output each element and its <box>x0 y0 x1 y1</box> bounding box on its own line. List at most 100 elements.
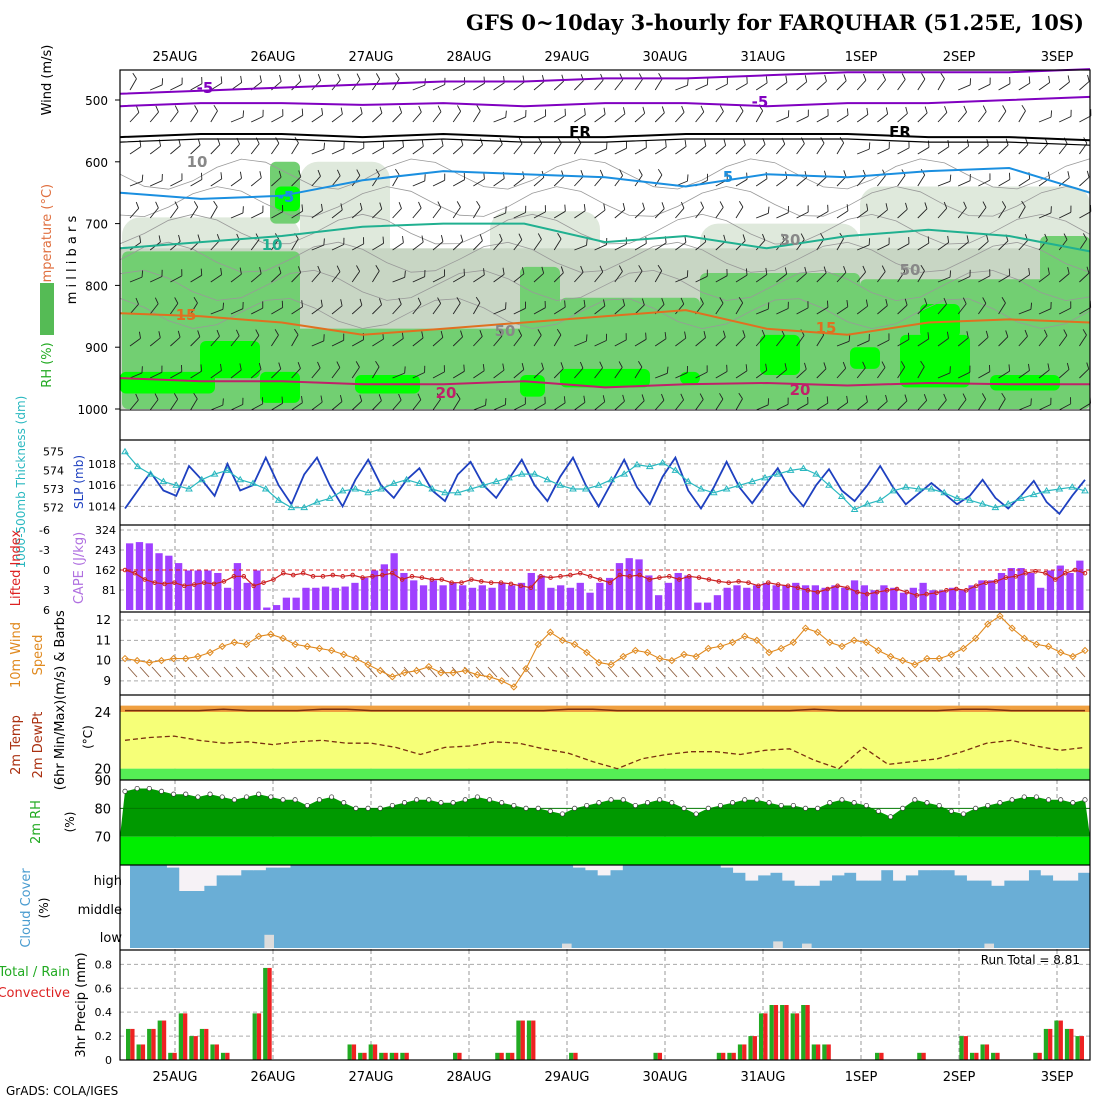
wind-speed-point <box>425 662 433 671</box>
wind-barb <box>230 363 242 379</box>
rh-point <box>377 805 383 811</box>
wind-barb-staff <box>210 178 222 187</box>
wind-barb-flag <box>1008 364 1011 372</box>
wind-barb-flag <box>417 393 422 400</box>
wind-barb-flag <box>545 109 547 117</box>
wind-speed-point <box>254 632 263 641</box>
wind-barb <box>856 107 869 123</box>
wind-barb-flag <box>441 139 444 146</box>
wind-barb-flag <box>920 360 925 367</box>
wind-barb-flag <box>323 334 325 341</box>
wind-barb <box>756 398 770 411</box>
wind-barb-flag <box>222 302 225 310</box>
wind-barb <box>695 201 705 219</box>
wind-barb-flag <box>1021 104 1026 112</box>
rh-point <box>766 800 772 806</box>
wind-barb-flag <box>1067 267 1070 274</box>
wind-barb-flag <box>456 393 461 400</box>
wind-barb-staff <box>392 242 404 251</box>
wind-barb <box>493 110 507 123</box>
li-point <box>469 577 474 582</box>
cape-bar <box>625 558 633 610</box>
li-point <box>983 580 989 585</box>
li-point <box>389 570 395 576</box>
wind-barb <box>493 206 507 219</box>
wind-barb-flag <box>398 202 402 209</box>
rh-bright-area <box>200 341 260 379</box>
wind-barb-staff <box>392 78 400 91</box>
wind-barb-staff <box>1038 404 1051 411</box>
wind-ylabel-group: 10m Wind Speed (m/s) & Barbs <box>9 610 68 700</box>
wind-barb-staff <box>776 335 785 347</box>
wind-barb <box>170 77 183 91</box>
cape-bar <box>1076 560 1084 610</box>
high-cloud-gap <box>757 865 771 876</box>
wind-barb-staff <box>715 207 724 219</box>
wind-barb-staff <box>574 176 584 187</box>
precip-convective-bar <box>520 1020 525 1060</box>
wind-barb <box>432 235 444 251</box>
wind-barb-flag <box>827 204 829 212</box>
wind-barb-staff <box>553 80 565 91</box>
wind-barb-staff <box>675 84 688 91</box>
high-cloud-gap <box>179 865 193 891</box>
precip-total-bar <box>875 1052 880 1060</box>
wind-barb-flag <box>197 330 201 337</box>
surface-wind-barb <box>883 666 894 678</box>
wind-barb-staff <box>473 370 485 379</box>
wind-barb-staff <box>1018 82 1031 91</box>
wind-barb-staff <box>251 116 264 123</box>
wind-barb <box>210 76 223 91</box>
precip-convective-bar <box>161 1020 167 1060</box>
thickness-point <box>863 499 872 507</box>
wind-barb <box>533 233 542 251</box>
wind-barb-flag <box>320 395 323 403</box>
surface-wind-barb <box>391 666 402 678</box>
li-point <box>498 580 504 585</box>
precip-total-bar <box>801 1005 806 1060</box>
temp-line <box>125 708 1085 712</box>
cape-bar <box>380 564 388 610</box>
rh-point <box>158 788 165 794</box>
rh-point <box>657 797 663 803</box>
wind-barb-staff <box>432 399 441 411</box>
cape-bar <box>929 590 937 610</box>
wind-barb <box>715 77 728 91</box>
wind-barb-staff <box>331 367 341 379</box>
li-point <box>508 581 514 587</box>
wind-barb-flag <box>868 142 871 150</box>
wind-barb-flag <box>946 331 949 339</box>
precip-total-bar <box>453 1052 458 1060</box>
li-point <box>162 581 167 587</box>
high-cloud-gap <box>819 865 833 881</box>
precip-convective-bar <box>531 1020 536 1060</box>
wind-barb <box>412 235 424 251</box>
wind-barb <box>654 264 663 283</box>
wind-barb-flag <box>843 74 847 81</box>
cloud-ylabel-group: Cloud Cover <box>19 868 34 948</box>
wind-barb-flag <box>220 363 222 371</box>
wind-barb <box>816 362 827 379</box>
wind-barb-staff <box>1038 335 1048 347</box>
li-point <box>142 577 148 582</box>
wind-barb-staff <box>452 275 465 283</box>
wind-barb-flag <box>1009 172 1011 180</box>
wind-barb-flag <box>969 78 972 85</box>
wind-barb-staff <box>897 366 906 379</box>
wind-barb-staff <box>493 82 505 91</box>
wind-barb-flag <box>1047 267 1050 275</box>
wind-barb <box>129 72 137 91</box>
wind-barb <box>1058 75 1070 91</box>
wind-barb-flag <box>742 138 746 146</box>
li-point <box>746 580 751 585</box>
wind-barb <box>331 141 345 155</box>
wind-barb-flag <box>174 297 179 304</box>
wind-barb-staff <box>877 243 890 251</box>
wind-barb-staff <box>715 275 728 283</box>
surface-wind-barb <box>355 666 366 678</box>
cape-bar <box>1066 572 1074 610</box>
wind-barb <box>836 395 849 411</box>
wind-barb-staff <box>675 372 688 379</box>
wind-barb-staff <box>351 147 364 155</box>
rh-point <box>596 800 602 806</box>
